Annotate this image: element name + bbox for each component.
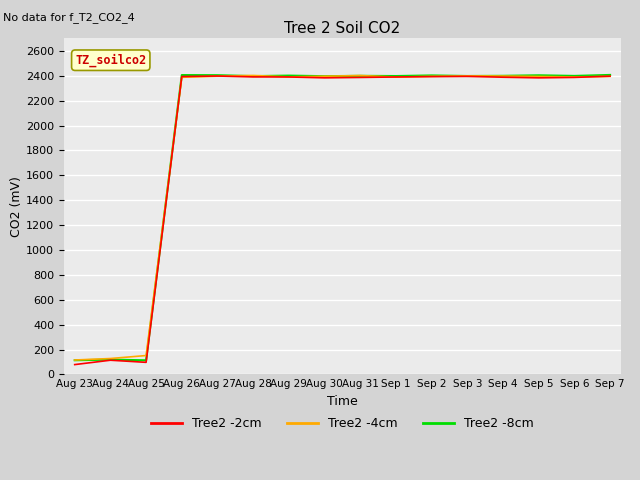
Title: Tree 2 Soil CO2: Tree 2 Soil CO2 <box>284 21 401 36</box>
Y-axis label: CO2 (mV): CO2 (mV) <box>10 176 23 237</box>
X-axis label: Time: Time <box>327 395 358 408</box>
Legend: Tree2 -2cm, Tree2 -4cm, Tree2 -8cm: Tree2 -2cm, Tree2 -4cm, Tree2 -8cm <box>146 412 539 435</box>
Text: TZ_soilco2: TZ_soilco2 <box>75 53 147 67</box>
Text: No data for f_T2_CO2_4: No data for f_T2_CO2_4 <box>3 12 135 23</box>
